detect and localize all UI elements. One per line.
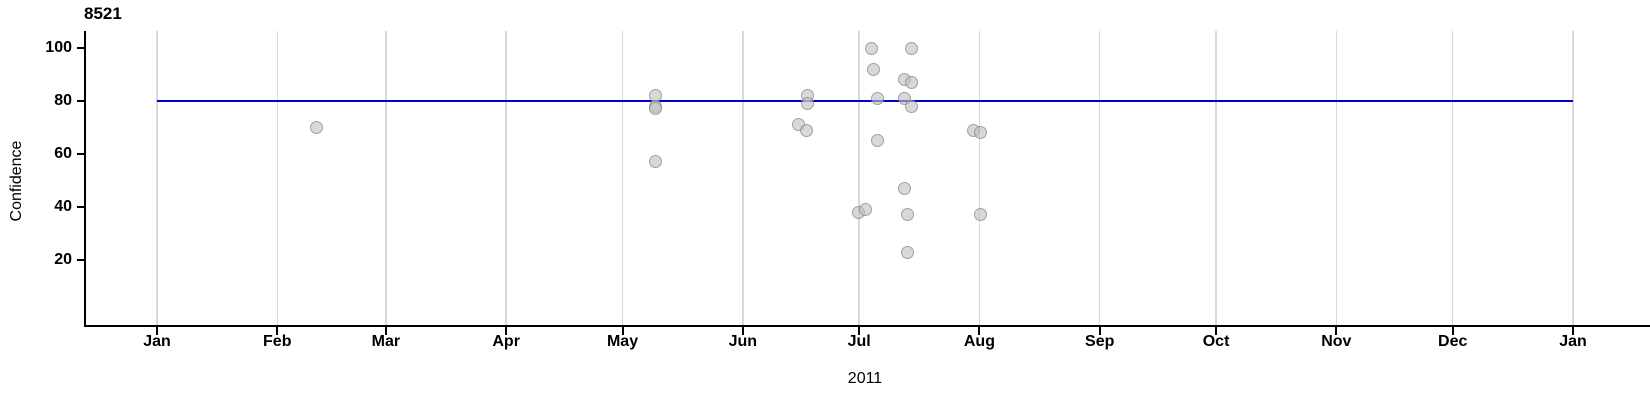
data-point <box>900 208 914 222</box>
y-tick-label: 80 <box>54 92 72 109</box>
y-tick-label: 100 <box>45 39 72 56</box>
month-gridline <box>505 31 507 326</box>
x-tick-label: Apr <box>492 333 520 350</box>
month-gridline <box>1335 31 1338 326</box>
data-point <box>974 126 988 140</box>
month-gridline <box>1098 31 1101 326</box>
y-tick <box>77 259 85 261</box>
data-point <box>905 99 919 113</box>
month-gridline <box>742 31 744 326</box>
data-point <box>648 102 662 116</box>
chart-title: 8521 <box>84 4 122 23</box>
x-tick <box>1451 327 1454 335</box>
x-tick-label: Oct <box>1202 333 1230 350</box>
y-tick <box>77 47 85 49</box>
x-tick-label: Feb <box>263 333 292 350</box>
x-axis-line <box>84 325 1650 327</box>
x-tick <box>1572 327 1574 335</box>
x-tick <box>276 327 279 335</box>
month-gridline <box>276 31 278 326</box>
x-tick-label: Jul <box>847 333 871 350</box>
x-tick <box>741 327 744 335</box>
data-point <box>870 134 884 148</box>
month-gridline <box>858 31 860 326</box>
x-tick-label: Jun <box>728 333 758 350</box>
data-point <box>800 97 814 111</box>
y-axis-title: Confidence <box>8 140 25 222</box>
data-point <box>799 123 813 137</box>
x-tick-label: Mar <box>371 333 401 350</box>
x-tick-label: May <box>606 333 639 350</box>
data-point <box>309 121 323 134</box>
x-axis-title: 2011 <box>847 370 883 387</box>
month-gridline <box>385 31 387 326</box>
data-point <box>905 75 919 89</box>
data-point <box>648 155 662 169</box>
x-tick <box>1335 327 1338 335</box>
data-point <box>866 62 880 76</box>
data-point <box>870 91 884 105</box>
data-point <box>900 245 914 259</box>
x-tick-label: Aug <box>963 333 995 350</box>
month-gridline <box>978 31 981 326</box>
x-tick <box>1215 327 1218 335</box>
y-tick <box>77 153 85 155</box>
x-tick <box>978 327 981 335</box>
data-point <box>904 41 918 55</box>
x-tick <box>858 327 861 335</box>
data-point <box>865 41 879 55</box>
y-tick-label: 60 <box>54 145 72 162</box>
month-gridline <box>621 31 624 326</box>
x-tick <box>384 327 387 335</box>
x-tick-label: Sep <box>1085 333 1115 350</box>
y-tick-label: 40 <box>54 198 72 215</box>
reference-line-80 <box>157 100 1573 102</box>
month-gridline <box>1572 31 1574 326</box>
month-gridline <box>1451 31 1454 326</box>
month-gridline <box>156 31 158 326</box>
x-tick <box>505 327 508 335</box>
data-point <box>858 203 872 217</box>
data-point <box>974 208 988 222</box>
data-point <box>897 181 911 195</box>
x-tick <box>156 327 158 335</box>
x-tick-label: Dec <box>1438 333 1468 350</box>
month-gridline <box>1215 31 1217 326</box>
x-tick <box>621 327 624 335</box>
y-axis-line <box>84 31 86 326</box>
x-tick-label: Jan <box>143 333 171 350</box>
y-tick <box>77 100 85 102</box>
y-tick <box>77 206 85 208</box>
y-tick-label: 20 <box>54 251 72 268</box>
x-tick <box>1098 327 1101 335</box>
x-tick-label: Jan <box>1559 333 1587 350</box>
x-tick-label: Nov <box>1321 333 1352 350</box>
